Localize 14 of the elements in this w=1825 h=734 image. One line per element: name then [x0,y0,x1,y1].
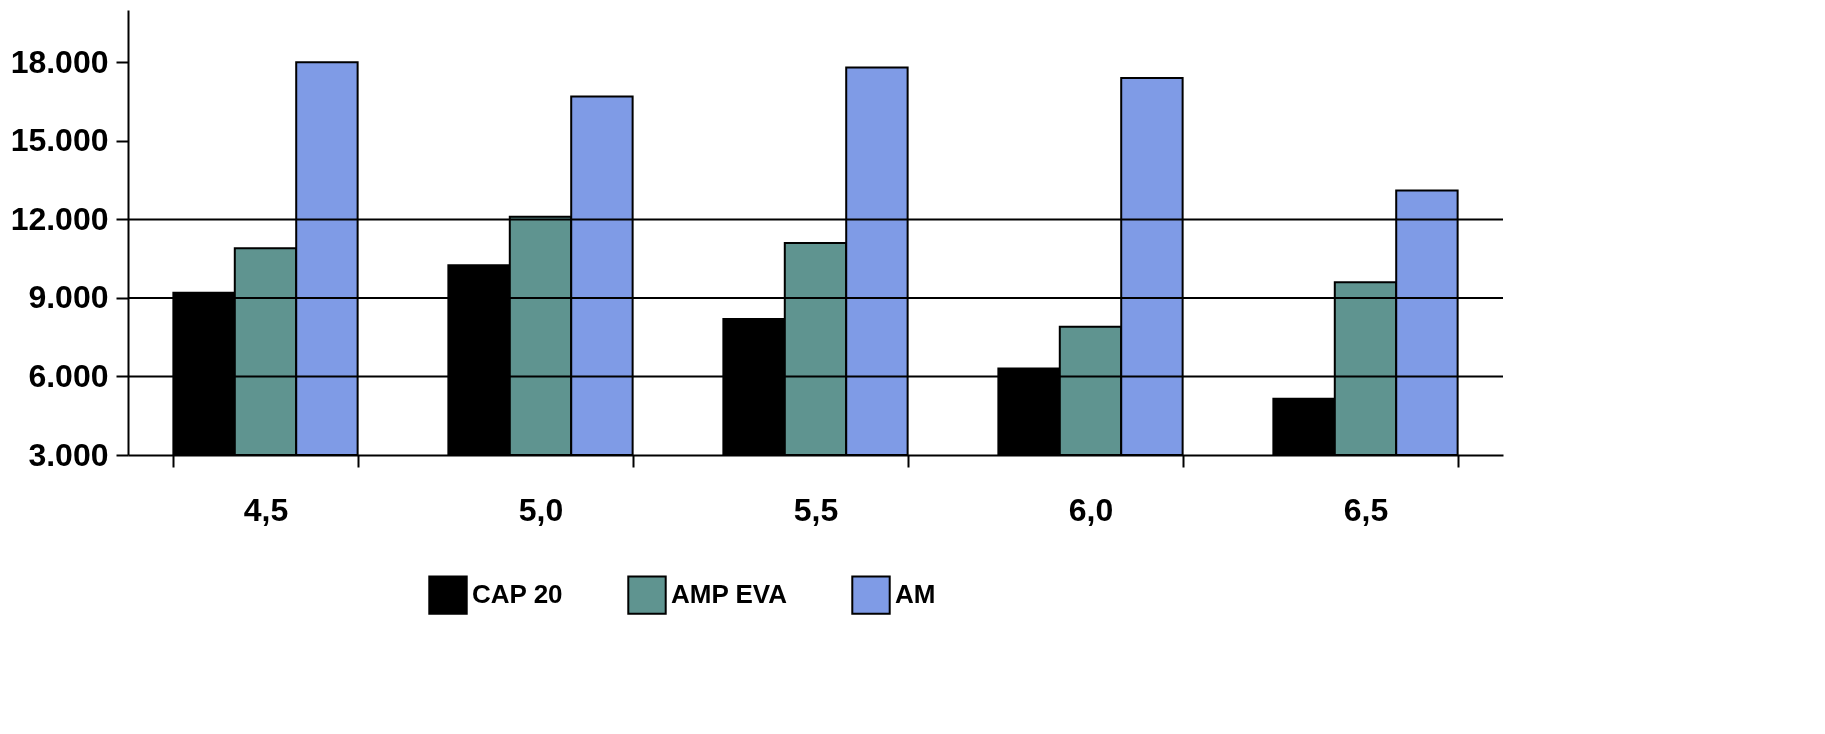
y-tick-label: 9.000 [28,279,109,316]
x-tick-label: 5,0 [518,491,564,528]
legend-label: AMP EVA [671,579,788,610]
legend-label: CAP 20 [472,579,563,610]
y-tick-label: 6.000 [28,357,109,394]
x-tick-label: 5,5 [793,491,839,528]
x-tick-label: 4,5 [243,491,289,528]
y-tick-label: 3.000 [28,436,109,473]
y-tick-label: 18.000 [10,43,109,80]
x-tick-label: 6,5 [1343,491,1389,528]
y-tick-label: 12.000 [10,200,109,237]
x-tick-label: 6,0 [1068,491,1114,528]
y-tick-label: 15.000 [10,122,109,159]
legend-label: AM [895,579,936,610]
